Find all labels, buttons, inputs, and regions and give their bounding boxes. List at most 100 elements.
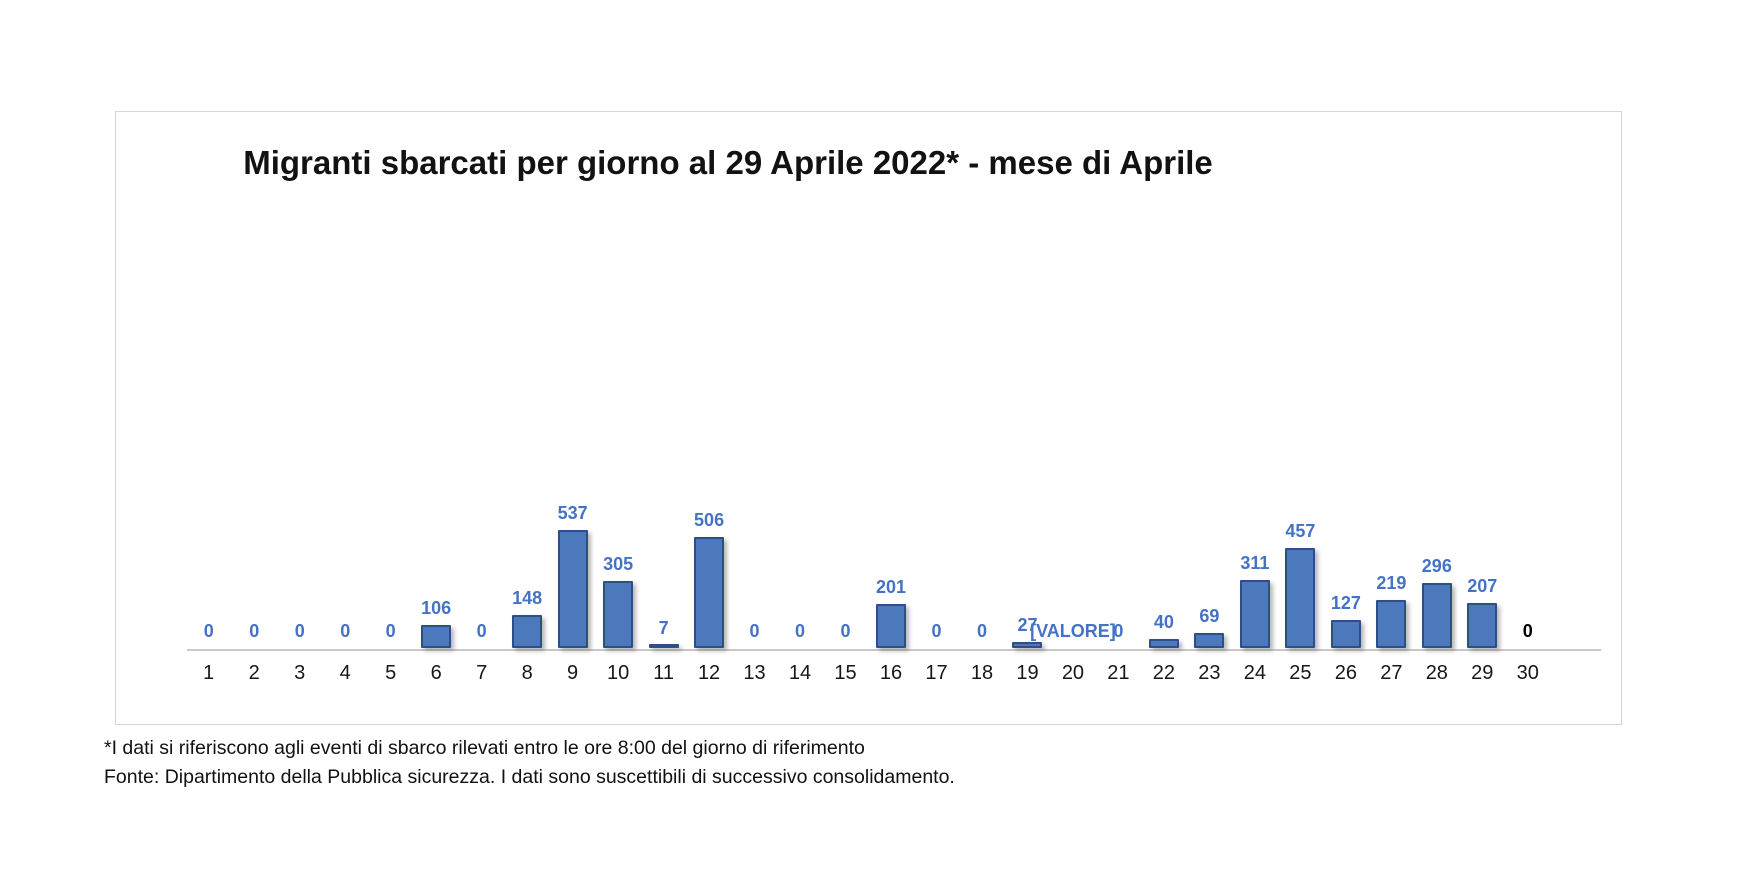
bar-slot-day-19: 27 (1005, 468, 1050, 648)
x-tick-day-22: 22 (1152, 662, 1176, 684)
chart-title: Migranti sbarcati per giorno al 29 April… (243, 144, 1213, 181)
bar-slot-day-16: 201 (868, 468, 913, 648)
footnote-line-1: *I dati si riferiscono agli eventi di sb… (104, 737, 865, 759)
x-tick-day-12: 12 (697, 662, 721, 684)
bar-slot-day-27: 219 (1369, 468, 1414, 648)
x-tick-day-8: 8 (521, 662, 533, 684)
x-tick-day-13: 13 (743, 662, 766, 684)
value-label-day-11: 7 (658, 618, 669, 638)
bar-day-6 (421, 624, 452, 648)
x-tick-day-17: 17 (925, 662, 948, 684)
value-label-day-15: 0 (840, 621, 851, 641)
x-tick-day-30: 30 (1516, 662, 1539, 684)
x-tick-day-24: 24 (1243, 662, 1266, 684)
x-tick-day-14: 14 (788, 662, 812, 684)
x-axis-ticks: 1 2 3 4 5 6 7 8 9 10 11 12 13 14 15 16 17 18 19 20 21 22 23 24 2… (186, 661, 1596, 685)
value-label-day-2: 0 (249, 621, 260, 641)
value-label-day-19: 27 (1017, 615, 1038, 636)
x-tick-day-19: 19 (1016, 662, 1039, 684)
value-label-day-26: 127 (1330, 593, 1361, 614)
x-tick-day-21: 21 (1107, 662, 1130, 684)
x-axis-line (187, 649, 1601, 651)
bar-slot-day-12: 506 (686, 468, 731, 648)
bar-slot-day-28: 296 (1414, 468, 1459, 648)
bars-row: 0 0 0 0 0 106 0 148 537 305 7 506 0 0 0 201 0 0 27 [VALORE]… (186, 468, 1596, 648)
value-label-day-28: 296 (1421, 555, 1452, 576)
value-label-day-8: 148 (512, 588, 543, 609)
bar-slot-day-9: 537 (550, 468, 595, 648)
x-tick-day-1: 1 (203, 662, 215, 684)
value-label-day-14: 0 (795, 621, 806, 641)
value-label-day-16: 201 (875, 576, 907, 597)
bar-slot-day-17: 0 (914, 468, 959, 648)
x-tick-day-10: 10 (606, 662, 630, 684)
bar-slot-day-15: 0 (823, 468, 868, 648)
bar-slot-day-11: 7 (641, 468, 686, 648)
bar-slot-day-5: 0 (368, 468, 413, 648)
x-tick-day-7: 7 (476, 662, 488, 684)
value-label-day-9: 537 (557, 503, 588, 523)
x-tick-day-4: 4 (339, 662, 351, 684)
bar-slot-day-4: 0 (322, 468, 367, 648)
value-label-day-20: [VALORE] (1030, 621, 1116, 641)
x-tick-day-25: 25 (1289, 662, 1312, 684)
bar-slot-day-2: 0 (231, 468, 276, 648)
bar-slot-day-22: 40 (1141, 468, 1186, 648)
value-label-day-21: 0 (1113, 621, 1124, 641)
x-tick-day-16: 16 (879, 662, 903, 684)
bar-day-26 (1330, 620, 1361, 648)
value-label-day-25: 457 (1285, 520, 1316, 541)
bar-day-19 (1012, 642, 1043, 648)
x-tick-day-23: 23 (1198, 662, 1221, 684)
x-tick-day-3: 3 (294, 662, 306, 684)
bar-slot-day-23: 69 (1187, 468, 1232, 648)
bar-slot-day-29: 207 (1460, 468, 1505, 648)
value-label-day-24: 311 (1240, 552, 1270, 573)
value-label-day-5: 0 (385, 621, 396, 641)
bar-slot-day-24: 311 (1232, 468, 1277, 648)
value-label-day-29: 207 (1467, 575, 1498, 596)
x-tick-day-20: 20 (1061, 662, 1085, 684)
bar-slot-day-25: 457 (1278, 468, 1323, 648)
bar-slot-day-6: 106 (413, 468, 458, 648)
value-label-day-30: 0 (1522, 621, 1533, 641)
bar-slot-day-1: 0 (186, 468, 231, 648)
x-tick-day-11: 11 (653, 662, 674, 684)
value-label-day-17: 0 (931, 621, 942, 641)
value-label-day-1: 0 (203, 621, 214, 641)
bar-day-28 (1421, 582, 1452, 648)
bar-day-25 (1285, 547, 1316, 648)
value-label-day-13: 0 (749, 621, 760, 641)
x-tick-day-26: 26 (1334, 662, 1357, 684)
x-tick-day-18: 18 (970, 662, 994, 684)
footnotes: *I dati si riferiscono agli eventi di sb… (104, 734, 955, 792)
bar-day-16 (876, 603, 906, 648)
bar-day-11 (648, 644, 679, 648)
bar-day-8 (512, 615, 543, 648)
value-label-day-4: 0 (340, 621, 351, 641)
bar-slot-day-26: 127 (1323, 468, 1368, 648)
bar-day-22 (1148, 639, 1179, 648)
bar-slot-day-13: 0 (732, 468, 777, 648)
chart-frame: Migranti sbarcati per giorno al 29 April… (115, 111, 1622, 725)
value-label-day-6: 106 (421, 597, 452, 618)
value-label-day-3: 0 (294, 621, 305, 641)
bar-day-23 (1194, 632, 1225, 648)
value-label-day-7: 0 (476, 621, 487, 641)
x-tick-day-15: 15 (834, 662, 857, 684)
footnote-line-2: Fonte: Dipartimento della Pubblica sicur… (104, 766, 955, 788)
x-tick-day-5: 5 (385, 662, 397, 684)
bar-day-27 (1376, 599, 1407, 648)
bar-slot-day-21: 0 (1096, 468, 1141, 648)
bar-slot-day-10: 305 (595, 468, 640, 648)
bar-day-9 (557, 530, 588, 648)
x-tick-day-29: 29 (1471, 662, 1494, 684)
x-tick-day-28: 28 (1425, 662, 1448, 684)
bar-day-10 (603, 580, 634, 648)
bar-slot-day-20: [VALORE] (1030, 468, 1116, 648)
bar-day-12 (694, 536, 725, 648)
x-tick-day-2: 2 (248, 662, 260, 684)
bar-day-29 (1467, 602, 1498, 648)
bar-slot-day-18: 0 (959, 468, 1004, 648)
